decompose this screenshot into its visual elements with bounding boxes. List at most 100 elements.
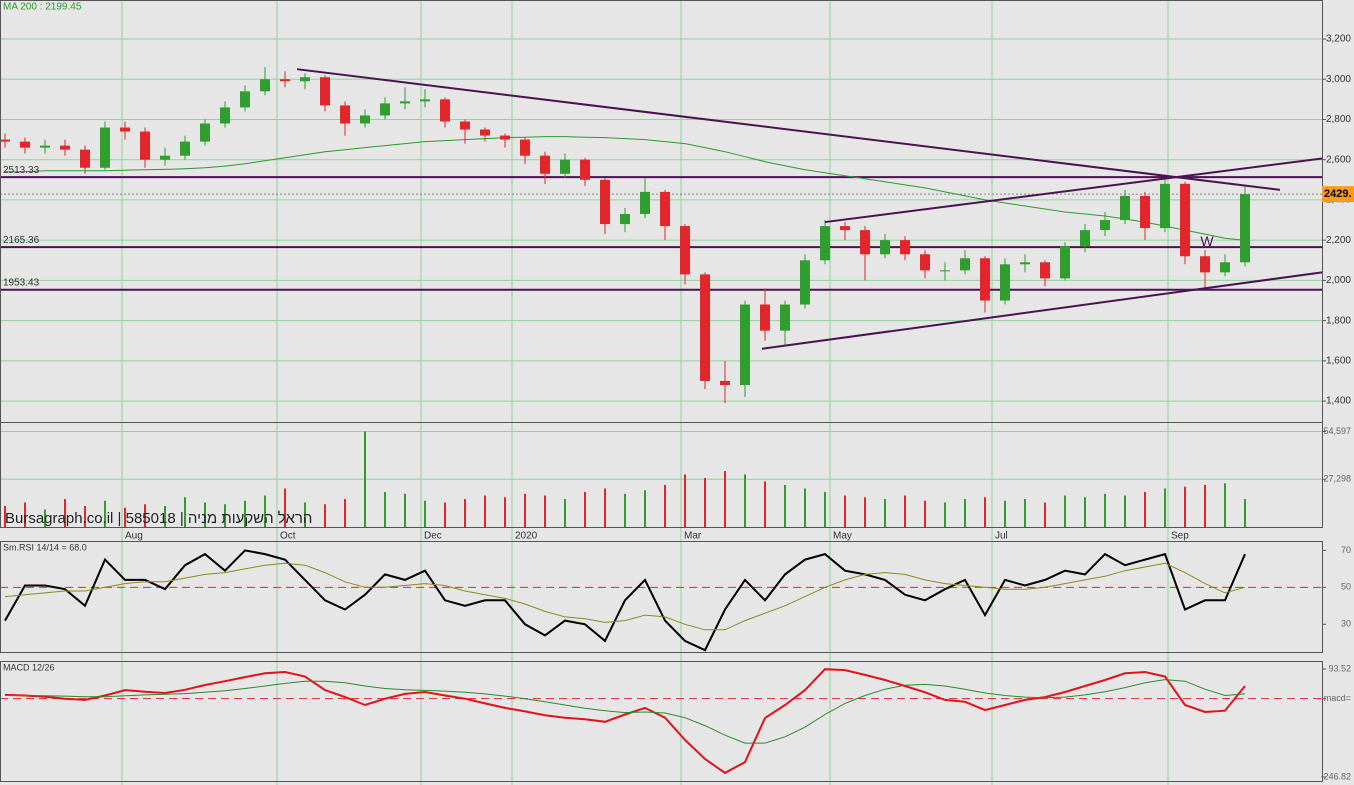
macd-title: MACD 12/26	[3, 662, 55, 672]
volume-bar	[504, 497, 506, 527]
volume-bar	[724, 471, 726, 527]
candle-body	[540, 155, 550, 174]
candle-body	[840, 226, 850, 231]
volume-bar	[544, 495, 546, 527]
y-tick-label: 70	[1341, 545, 1351, 555]
candle-body	[800, 260, 810, 305]
volume-bar	[244, 500, 246, 527]
volume-bar	[64, 499, 66, 527]
volume-bar	[784, 485, 786, 527]
trend-line	[761, 271, 1323, 350]
candle-body	[20, 141, 30, 148]
y-tick-label: 2,800	[1326, 114, 1351, 125]
candle-body	[620, 214, 630, 225]
candle-body	[1180, 183, 1190, 257]
volume-bar	[764, 481, 766, 527]
candle-body	[740, 304, 750, 385]
y-tick-label: macd=	[1324, 693, 1351, 703]
x-tick-label: May	[833, 531, 852, 542]
volume-bar	[324, 504, 326, 527]
volume-bar	[424, 500, 426, 527]
volume-bar	[484, 495, 486, 527]
volume-bar	[364, 431, 366, 527]
level-label: 2165.36	[3, 235, 40, 246]
volume-bar	[184, 497, 186, 527]
candle-body	[520, 139, 530, 156]
level-label: 2513.33	[3, 165, 40, 176]
rsi-frame	[0, 541, 1323, 653]
volume-bar	[344, 499, 346, 527]
volume-bar	[144, 504, 146, 527]
y-tick-label: 1,400	[1326, 396, 1351, 407]
candle-body	[260, 79, 270, 92]
watermark: Bursagraph.co.il | 585018 | הראל השקעות …	[5, 510, 312, 527]
candle-body	[80, 149, 90, 168]
candle-body	[1100, 220, 1110, 231]
y-tick-label: 93.52	[1328, 663, 1351, 673]
y-tick-label: 2,600	[1326, 154, 1351, 165]
rsi-title: Sm.RSI 14/14 = 68.0	[3, 542, 87, 552]
candle-body	[920, 254, 930, 271]
x-tick-label: Sep	[1171, 531, 1189, 542]
candle-body	[1160, 183, 1170, 229]
volume-bar	[644, 490, 646, 527]
candle-body	[940, 270, 950, 272]
candle-body	[60, 145, 70, 150]
x-tick-label: Dec	[424, 531, 442, 542]
candle-body	[1040, 262, 1050, 279]
volume-bar	[404, 493, 406, 527]
level-label: 1953.43	[3, 277, 40, 288]
volume-bar	[564, 499, 566, 527]
volume-bar	[1204, 485, 1206, 527]
y-tick-label: 3,200	[1326, 34, 1351, 45]
volume-bar	[1184, 486, 1186, 527]
volume-frame	[0, 422, 1323, 528]
candle-body	[420, 99, 430, 102]
candle-body	[120, 127, 130, 132]
y-tick-label: 2,200	[1326, 235, 1351, 246]
volume-bar	[384, 492, 386, 527]
volume-bar	[4, 506, 6, 527]
y-tick-label: 54,597	[1323, 426, 1351, 436]
volume-bar	[1104, 493, 1106, 527]
marks	[0, 67, 1323, 775]
volume-bar	[444, 502, 446, 527]
x-tick-label: 2020	[515, 531, 538, 542]
candle-body	[340, 105, 350, 124]
volume-bar	[1064, 495, 1066, 527]
candle-body	[980, 258, 990, 301]
volume-bar	[844, 495, 846, 527]
volume-bar	[1144, 492, 1146, 527]
candle-body	[460, 121, 470, 130]
candle-body	[640, 191, 650, 215]
macd-frame	[0, 661, 1323, 782]
volume-bar	[584, 492, 586, 527]
grid	[0, 0, 1326, 785]
candle-body	[700, 274, 710, 381]
y-tick-label: 27,298	[1323, 474, 1351, 484]
y-tick-label: 1,600	[1326, 355, 1351, 366]
candle-body	[1000, 264, 1010, 301]
volume-bar	[464, 499, 466, 527]
volume-bar	[264, 495, 266, 527]
last-price-label: 2429.	[1324, 188, 1352, 200]
ma-line	[5, 136, 1246, 241]
volume-bar	[744, 474, 746, 527]
volume-bar	[24, 502, 26, 527]
candle-body	[280, 79, 290, 82]
volume-bar	[1124, 495, 1126, 527]
candle-body	[480, 129, 490, 136]
volume-bar	[904, 495, 906, 527]
volume-bar	[704, 478, 706, 527]
candle-body	[1120, 195, 1130, 221]
y-tick-label: 3,000	[1326, 74, 1351, 85]
trend-line	[296, 68, 1281, 191]
indicator-line	[5, 679, 1246, 744]
candle-body	[580, 159, 590, 180]
volume-bar	[1044, 502, 1046, 527]
volume-bar	[944, 502, 946, 527]
x-tick-label: Aug	[125, 531, 143, 542]
volume-bar	[604, 488, 606, 527]
